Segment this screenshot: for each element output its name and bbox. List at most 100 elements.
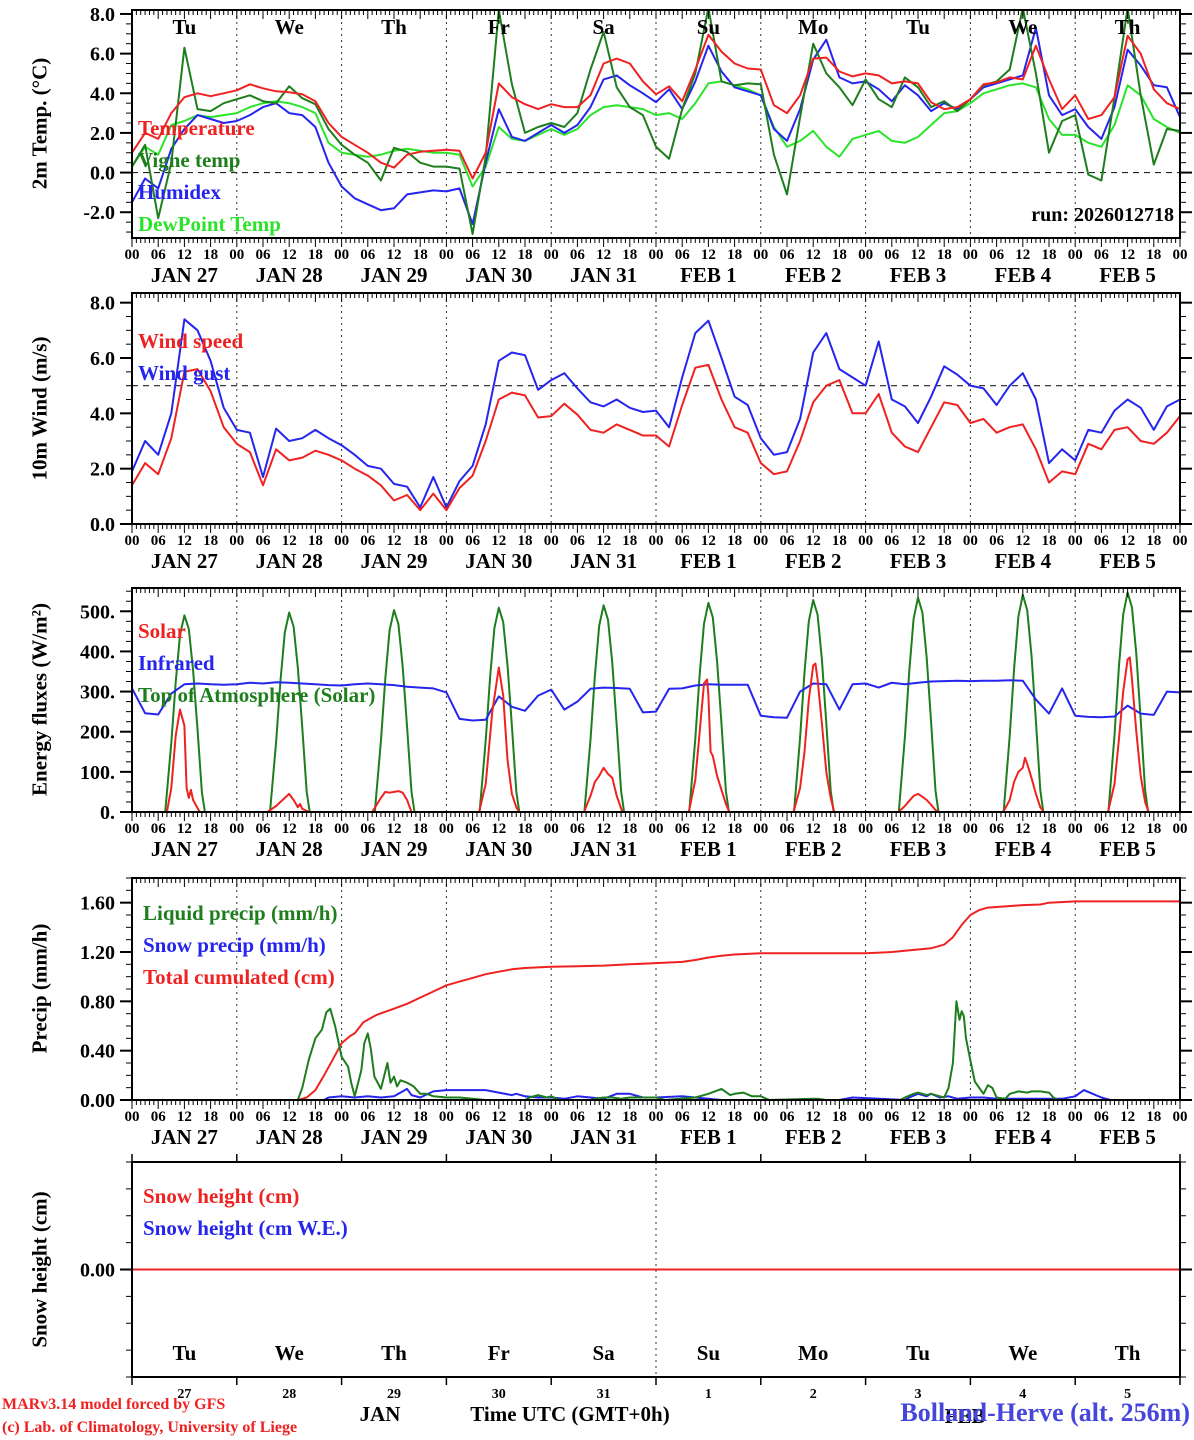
series-wind-speed bbox=[132, 363, 1180, 512]
x-hour-label: 00 bbox=[963, 533, 978, 549]
x-hour-label: 12 bbox=[491, 1109, 506, 1125]
x-date-label: JAN 31 bbox=[570, 837, 637, 861]
day-of-week-label: Fr bbox=[488, 1341, 510, 1365]
x-date-label: JAN 29 bbox=[360, 1125, 427, 1149]
x-hour-label: 00 bbox=[858, 533, 873, 549]
legend-panel-3: Liquid precip (mm/h) Snow precip (mm/h) To… bbox=[143, 897, 337, 993]
x-hour-label: 06 bbox=[884, 533, 900, 549]
legend-item: Total cumulated (cm) bbox=[143, 965, 335, 989]
x-hour-label: 00 bbox=[753, 1109, 768, 1125]
x-hour-label: 18 bbox=[622, 533, 637, 549]
x-hour-label: 06 bbox=[780, 533, 796, 549]
y-tick-label: 500. bbox=[80, 601, 115, 623]
x-hour-label: 00 bbox=[125, 533, 140, 549]
y-tick-label: 1.20 bbox=[80, 942, 115, 964]
series-total-cumulated-cm- bbox=[132, 900, 1180, 1100]
x-hour-label: 00 bbox=[1173, 533, 1188, 549]
x-hour-label: 12 bbox=[1015, 1109, 1030, 1125]
day-of-week-label: Th bbox=[1115, 1341, 1141, 1365]
day-of-week-label: Su bbox=[697, 1341, 721, 1365]
x-hour-label: 06 bbox=[256, 533, 272, 549]
x-date-label: JAN 28 bbox=[256, 549, 323, 573]
x-day-number: 1 bbox=[705, 1387, 712, 1402]
legend-panel-1: Wind speed Wind gust bbox=[138, 325, 243, 389]
legend-item: Liquid precip (mm/h) bbox=[143, 901, 338, 925]
x-hour-label: 06 bbox=[1094, 247, 1110, 263]
x-hour-label: 18 bbox=[518, 247, 533, 263]
legend-panel-2: Solar Infrared Top of Atmosphere (Solar) bbox=[138, 615, 375, 711]
x-hour-label: 06 bbox=[570, 247, 586, 263]
day-of-week-label: Mo bbox=[798, 1341, 828, 1365]
x-hour-label: 12 bbox=[387, 533, 402, 549]
x-hour-label: 00 bbox=[334, 533, 349, 549]
x-day-number: 4 bbox=[1019, 1387, 1026, 1402]
x-date-label: JAN 30 bbox=[465, 263, 532, 287]
x-hour-label: 18 bbox=[832, 1109, 847, 1125]
x-hour-label: 12 bbox=[177, 821, 192, 837]
x-hour-label: 18 bbox=[937, 1109, 952, 1125]
legend-item: Humidex bbox=[138, 180, 221, 204]
legend-item: Top of Atmosphere (Solar) bbox=[138, 683, 376, 707]
x-hour-label: 06 bbox=[989, 821, 1005, 837]
y-tick-label: 400. bbox=[80, 641, 115, 663]
x-date-label: JAN 31 bbox=[570, 1125, 637, 1149]
day-of-week-label: Tu bbox=[906, 1341, 930, 1365]
x-day-number: 5 bbox=[1124, 1387, 1131, 1402]
panel-2 bbox=[120, 587, 1192, 821]
x-hour-label: 06 bbox=[465, 1109, 481, 1125]
x-hour-label: 06 bbox=[151, 1109, 167, 1125]
day-of-week-label: Mo bbox=[798, 15, 828, 39]
x-hour-label: 06 bbox=[465, 821, 481, 837]
x-hour-label: 00 bbox=[1173, 247, 1188, 263]
x-hour-label: 00 bbox=[544, 533, 559, 549]
legend-item: DewPoint Temp bbox=[138, 212, 281, 236]
x-hour-label: 00 bbox=[439, 1109, 454, 1125]
y-tick-label: 6.0 bbox=[90, 348, 115, 370]
x-hour-label: 18 bbox=[518, 1109, 533, 1125]
x-hour-label: 12 bbox=[911, 1109, 926, 1125]
x-hour-label: 06 bbox=[151, 533, 167, 549]
x-hour-label: 12 bbox=[911, 247, 926, 263]
x-hour-label: 18 bbox=[203, 247, 218, 263]
x-hour-label: 06 bbox=[360, 247, 376, 263]
x-date-label: JAN 30 bbox=[465, 837, 532, 861]
x-hour-label: 00 bbox=[649, 247, 664, 263]
x-hour-label: 18 bbox=[727, 821, 742, 837]
y-tick-label: 0.0 bbox=[90, 163, 115, 185]
legend-panel-0: Temperature Vigne temp Humidex DewPoint Tem… bbox=[138, 112, 281, 240]
x-day-number: 2 bbox=[810, 1387, 817, 1402]
x-date-label: FEB 2 bbox=[785, 1125, 842, 1149]
x-hour-label: 18 bbox=[203, 533, 218, 549]
x-date-label: FEB 4 bbox=[995, 549, 1052, 573]
x-hour-label: 06 bbox=[360, 533, 376, 549]
x-date-label: JAN 28 bbox=[256, 1125, 323, 1149]
x-hour-label: 06 bbox=[570, 1109, 586, 1125]
x-hour-label: 00 bbox=[1173, 821, 1188, 837]
x-hour-label: 00 bbox=[1068, 247, 1083, 263]
x-hour-label: 06 bbox=[780, 1109, 796, 1125]
x-hour-label: 12 bbox=[1120, 247, 1135, 263]
day-of-week-label: Tu bbox=[173, 1341, 197, 1365]
y-tick-label: -2.0 bbox=[83, 202, 115, 224]
x-hour-label: 00 bbox=[334, 1109, 349, 1125]
x-hour-label: 12 bbox=[806, 247, 821, 263]
x-hour-label: 12 bbox=[177, 247, 192, 263]
x-date-label: FEB 2 bbox=[785, 837, 842, 861]
x-date-label: JAN 27 bbox=[151, 549, 218, 573]
x-hour-label: 12 bbox=[596, 821, 611, 837]
day-of-week-label: Tu bbox=[173, 15, 197, 39]
day-of-week-label: Su bbox=[697, 15, 721, 39]
x-hour-label: 12 bbox=[596, 247, 611, 263]
series-wind-gust bbox=[132, 318, 1180, 509]
x-hour-label: 12 bbox=[387, 821, 402, 837]
y-tick-label: 300. bbox=[80, 682, 115, 704]
x-hour-label: 18 bbox=[413, 247, 428, 263]
x-date-label: FEB 5 bbox=[1099, 549, 1156, 573]
x-hour-label: 12 bbox=[806, 533, 821, 549]
x-hour-label: 12 bbox=[1015, 247, 1030, 263]
x-hour-label: 12 bbox=[491, 533, 506, 549]
y-tick-label: 2.0 bbox=[90, 459, 115, 481]
x-hour-label: 06 bbox=[151, 247, 167, 263]
x-hour-label: 06 bbox=[884, 247, 900, 263]
